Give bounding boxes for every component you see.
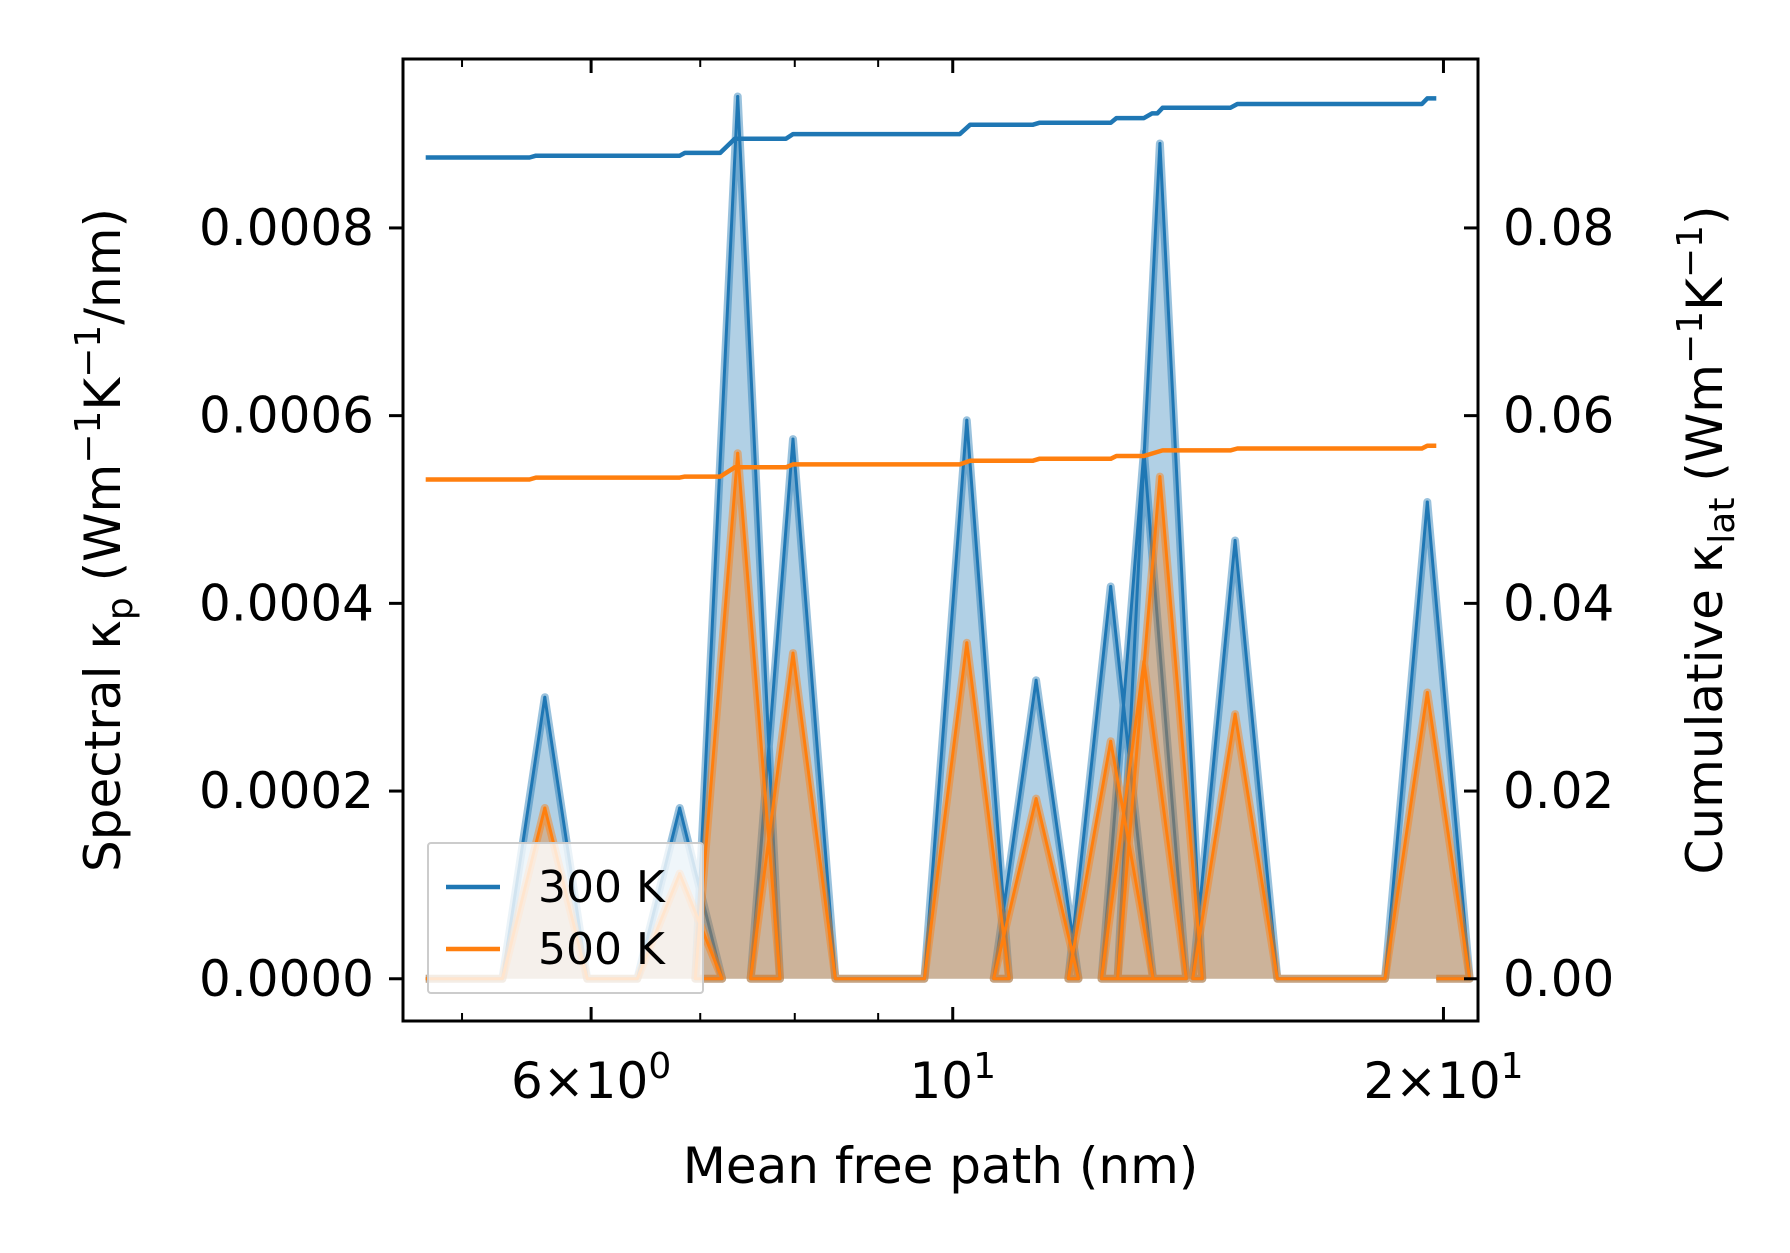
x-tick-label-1: 101 bbox=[909, 1046, 996, 1110]
spectral-peak-300k-1 bbox=[678, 806, 682, 810]
spectral-peak-500k-0 bbox=[543, 806, 547, 810]
y-left-axis-label: Spectral κp (Wm−1K−1/nm) bbox=[68, 208, 141, 872]
x-tick-label-0: 6×100 bbox=[511, 1046, 671, 1110]
legend: 300 K 500 K bbox=[427, 842, 704, 994]
spectral-peak-300k-4 bbox=[965, 418, 969, 422]
cumulative-line-300k bbox=[425, 96, 1437, 160]
y-left-tick-label-4: 0.0008 bbox=[199, 199, 374, 257]
y-left-tick-label-2: 0.0004 bbox=[199, 574, 374, 632]
spectral-peak-300k-7 bbox=[1142, 449, 1146, 453]
y-right-tick-label-2: 0.04 bbox=[1503, 574, 1614, 632]
spectral-peak-500k-10 bbox=[1425, 691, 1429, 694]
y-right-tick-label-3: 0.06 bbox=[1503, 387, 1614, 445]
spectral-peak-300k-9 bbox=[1233, 539, 1237, 542]
spectral-peak-500k-8 bbox=[1158, 475, 1162, 479]
y-right-axis-label: Cumulative κlat (Wm−1K−1) bbox=[1670, 206, 1743, 875]
spectral-peak-500k-2 bbox=[736, 451, 740, 455]
x-tick-label-2: 2×101 bbox=[1363, 1046, 1523, 1110]
y-left-tick-label-0: 0.0000 bbox=[199, 950, 374, 1008]
spectral-peak-300k-6 bbox=[1109, 585, 1113, 588]
y-left-tick-label-3: 0.0006 bbox=[199, 387, 374, 445]
spectral-peak-500k-6 bbox=[1109, 739, 1113, 743]
spectral-peak-500k-9 bbox=[1233, 712, 1237, 716]
spectral-peak-300k-8 bbox=[1158, 142, 1162, 145]
cumulative-line-500k bbox=[425, 443, 1437, 482]
axis-labels: 6×100 101 2×101 0.0000 0.0002 0.0004 0.0006 0.0… bbox=[68, 199, 1743, 1195]
legend-label-500k: 500 K bbox=[538, 924, 666, 975]
legend-label-300k: 300 K bbox=[538, 862, 666, 913]
spectral-peak-300k-2 bbox=[736, 95, 740, 98]
y-left-tick-label-1: 0.0002 bbox=[199, 762, 374, 820]
spectral-peak-500k-5 bbox=[1034, 797, 1038, 801]
x-axis-label: Mean free path (nm) bbox=[683, 1137, 1199, 1195]
spectral-peak-300k-10 bbox=[1425, 500, 1429, 504]
axis-ticks bbox=[389, 59, 1478, 1021]
spectral-peak-300k-3 bbox=[791, 437, 795, 441]
legend-box bbox=[427, 842, 704, 994]
spectral-peak-300k-0 bbox=[543, 695, 547, 699]
spectral-peak-500k-7 bbox=[1142, 660, 1146, 663]
spectral-peak-300k-5 bbox=[1034, 678, 1038, 682]
plot-frame bbox=[401, 57, 1480, 1023]
y-right-tick-label-1: 0.02 bbox=[1503, 762, 1614, 820]
spectral-peak-500k-3 bbox=[791, 651, 795, 655]
spectral-peak-500k-4 bbox=[965, 641, 969, 645]
y-right-tick-label-0: 0.00 bbox=[1503, 950, 1614, 1008]
y-right-tick-label-4: 0.08 bbox=[1503, 199, 1614, 257]
